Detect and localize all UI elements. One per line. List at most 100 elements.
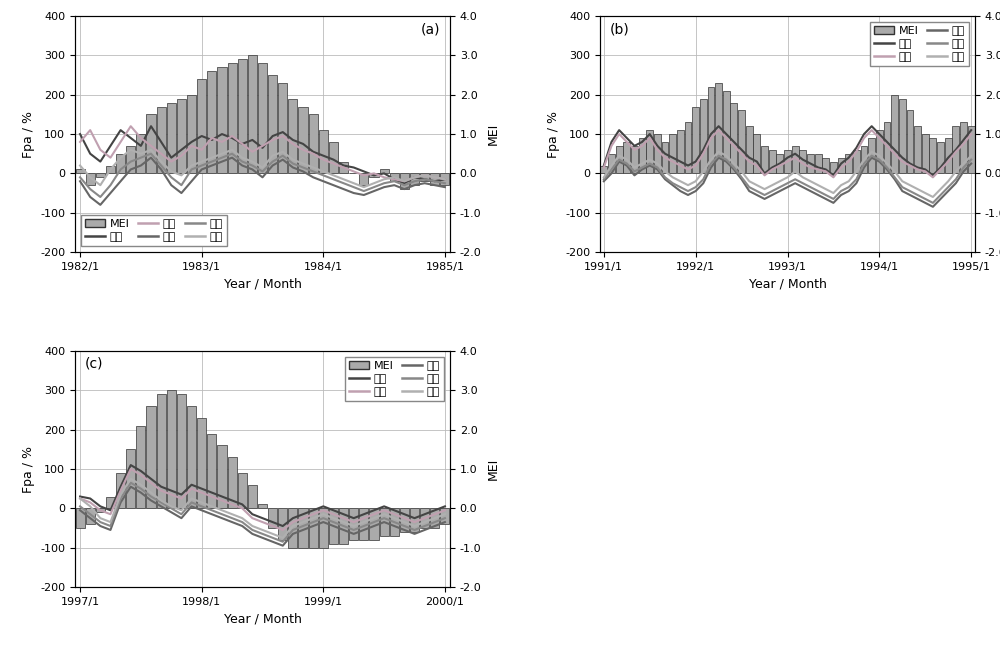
Bar [799,150,806,174]
Bar [197,79,206,174]
Bar [891,95,898,174]
Bar [238,59,247,174]
Bar [784,150,791,174]
X-axis label: Year / Month: Year / Month [224,277,301,290]
Y-axis label: MEI: MEI [487,458,500,480]
Bar [830,162,837,174]
Bar [662,142,668,174]
Bar [86,174,95,185]
Bar [359,508,368,540]
Bar [761,146,768,174]
Bar [631,146,638,174]
Bar [106,166,115,174]
Bar [278,83,287,174]
Bar [600,166,607,174]
Bar [677,130,684,174]
Bar [369,508,379,540]
Bar [380,508,389,536]
Bar [369,174,379,177]
Bar [349,508,358,540]
Bar [746,126,753,174]
Bar [86,508,95,524]
Bar [167,390,176,508]
Bar [319,130,328,174]
Bar [420,508,429,528]
Bar [359,174,368,185]
Bar [136,426,145,508]
Bar [430,174,439,185]
Bar [248,485,257,508]
Bar [410,508,419,532]
Bar [116,473,125,508]
Bar [258,504,267,508]
Bar [268,508,277,528]
Bar [380,170,389,174]
Bar [329,508,338,544]
Bar [868,138,875,174]
Bar [692,106,699,174]
Bar [400,508,409,532]
Bar [167,103,176,174]
Bar [339,508,348,544]
Bar [440,508,449,524]
Bar [669,134,676,174]
Bar [177,99,186,174]
Bar [952,126,959,174]
Bar [268,75,277,174]
Legend: MEI, 天一, 光照, 右江, 龙滩, 长洲: MEI, 天一, 光照, 右江, 龙滩, 长洲 [81,215,227,246]
Bar [177,394,186,508]
Bar [238,473,247,508]
Bar [700,99,707,174]
Bar [157,394,166,508]
Bar [339,162,348,174]
Bar [420,174,429,181]
Bar [769,150,776,174]
Bar [776,154,783,174]
Bar [616,146,623,174]
Bar [623,142,630,174]
Bar [815,154,822,174]
Bar [146,406,156,508]
Y-axis label: Fpa / %: Fpa / % [22,110,35,157]
Bar [288,508,297,548]
Bar [907,110,913,174]
Bar [440,174,449,185]
Bar [228,63,237,174]
Bar [146,114,156,174]
Bar [187,95,196,174]
Bar [646,130,653,174]
Bar [217,67,227,174]
X-axis label: Year / Month: Year / Month [749,277,826,290]
Bar [654,134,661,174]
Bar [730,103,737,174]
Legend: MEI, 天一, 光照, 右江, 龙滩, 长洲: MEI, 天一, 光照, 右江, 龙滩, 长洲 [345,357,444,401]
Bar [914,126,921,174]
Bar [136,134,145,174]
Bar [187,406,196,508]
Bar [126,146,135,174]
Bar [207,71,216,174]
Bar [960,123,967,174]
Bar [319,508,328,548]
Bar [197,418,206,508]
Bar [753,134,760,174]
Bar [248,55,257,174]
Bar [968,126,975,174]
Bar [278,508,287,540]
Bar [876,130,883,174]
Bar [329,142,338,174]
Bar [309,508,318,548]
Bar [76,170,85,174]
Bar [400,174,409,189]
Bar [309,114,318,174]
Bar [430,508,439,528]
X-axis label: Year / Month: Year / Month [224,612,301,625]
Bar [845,154,852,174]
Text: (b): (b) [609,22,629,36]
Bar [390,508,399,536]
Bar [116,154,125,174]
Bar [685,123,691,174]
Bar [288,99,297,174]
Y-axis label: MEI: MEI [487,123,500,145]
Bar [899,99,906,174]
